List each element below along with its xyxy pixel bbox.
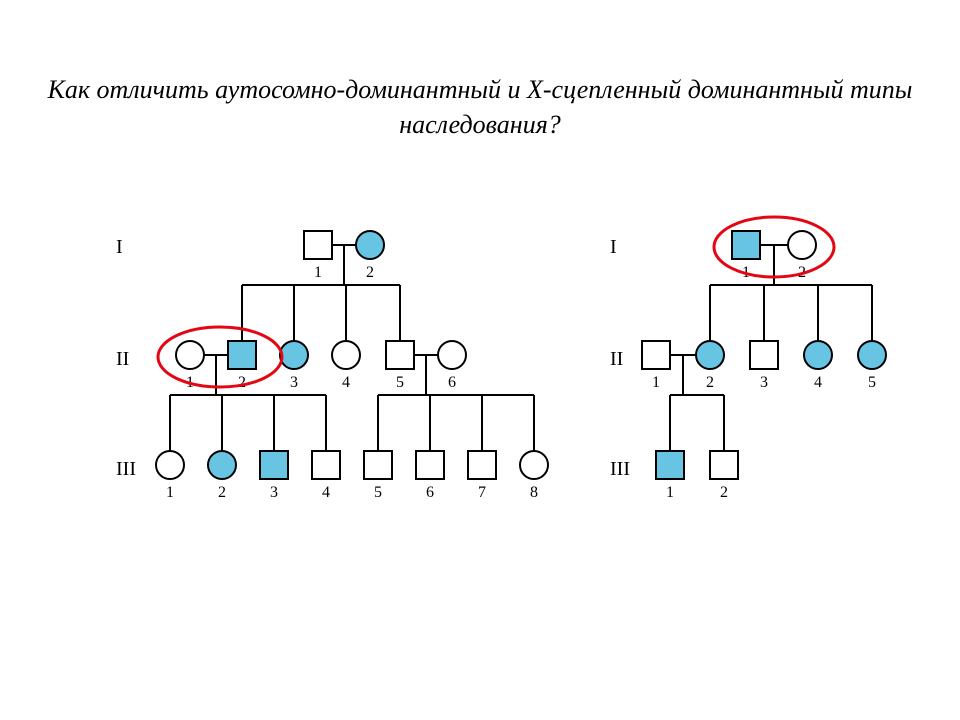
page: Как отличить аутосомно-доминантный и Х-с… xyxy=(0,0,960,720)
person-III7 xyxy=(468,451,496,479)
person-label-III6: 6 xyxy=(426,484,434,501)
person-III4 xyxy=(312,451,340,479)
pedigree-right: 121234512IIIIII xyxy=(590,205,920,535)
person-label-II5: 5 xyxy=(868,374,876,391)
person-label-III5: 5 xyxy=(374,484,382,501)
person-label-II2: 2 xyxy=(706,374,714,391)
generation-labels: IIIIII xyxy=(116,236,136,480)
person-II4 xyxy=(804,341,832,369)
person-II5 xyxy=(386,341,414,369)
person-III2 xyxy=(710,451,738,479)
person-label-III1: 1 xyxy=(666,484,674,501)
person-I1 xyxy=(304,231,332,259)
generation-label: III xyxy=(610,458,630,480)
person-I2 xyxy=(788,231,816,259)
person-label-II6: 6 xyxy=(448,374,456,391)
person-label-III4: 4 xyxy=(322,484,330,501)
person-II1 xyxy=(642,341,670,369)
pedigree-left: 1212345612345678IIIIII xyxy=(80,205,560,535)
person-III6 xyxy=(416,451,444,479)
person-label-II5: 5 xyxy=(396,374,404,391)
person-II2 xyxy=(228,341,256,369)
person-II1 xyxy=(176,341,204,369)
person-label-III2: 2 xyxy=(218,484,226,501)
person-label-II3: 3 xyxy=(290,374,298,391)
person-II2 xyxy=(696,341,724,369)
person-label-III2: 2 xyxy=(720,484,728,501)
person-III2 xyxy=(208,451,236,479)
person-label-III3: 3 xyxy=(270,484,278,501)
person-II3 xyxy=(750,341,778,369)
person-II4 xyxy=(332,341,360,369)
person-I2 xyxy=(356,231,384,259)
person-label-II4: 4 xyxy=(814,374,822,391)
person-II6 xyxy=(438,341,466,369)
person-III3 xyxy=(260,451,288,479)
person-III5 xyxy=(364,451,392,479)
page-title: Как отличить аутосомно-доминантный и Х-с… xyxy=(0,72,960,142)
generation-label: I xyxy=(116,236,123,258)
person-I1 xyxy=(732,231,760,259)
generation-labels: IIIIII xyxy=(610,236,630,480)
person-label-II2: 2 xyxy=(238,374,246,391)
person-II3 xyxy=(280,341,308,369)
person-label-II4: 4 xyxy=(342,374,350,391)
generation-label: I xyxy=(610,236,617,258)
generation-label: III xyxy=(116,458,136,480)
person-label-I1: 1 xyxy=(314,264,322,281)
person-label-III1: 1 xyxy=(166,484,174,501)
person-II5 xyxy=(858,341,886,369)
person-III1 xyxy=(656,451,684,479)
generation-label: II xyxy=(610,348,623,370)
person-label-I2: 2 xyxy=(366,264,374,281)
person-label-III8: 8 xyxy=(530,484,538,501)
person-label-II1: 1 xyxy=(652,374,660,391)
generation-label: II xyxy=(116,348,129,370)
person-label-III7: 7 xyxy=(478,484,486,501)
person-III8 xyxy=(520,451,548,479)
person-label-II3: 3 xyxy=(760,374,768,391)
person-III1 xyxy=(156,451,184,479)
